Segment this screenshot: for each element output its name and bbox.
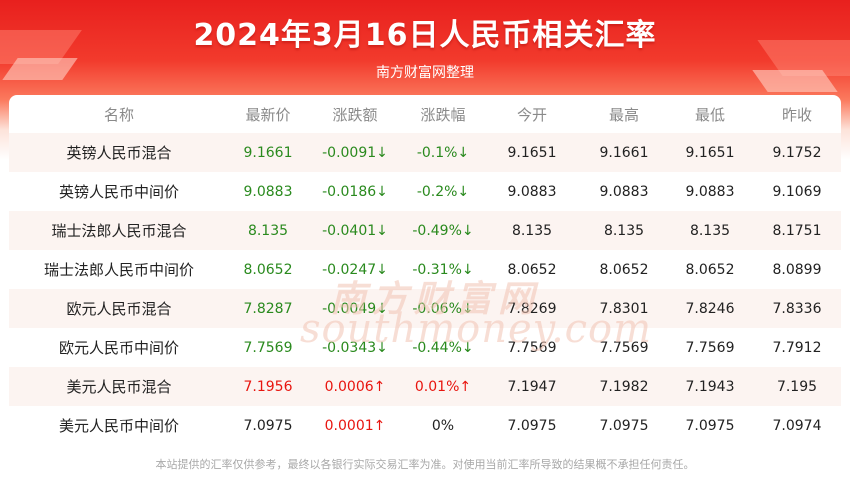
cell-prev-close: 9.1752	[772, 144, 822, 161]
column-header-change: 涨跌额	[332, 105, 378, 124]
cell-low: 8.135	[689, 222, 731, 239]
cell-latest: 7.0975	[243, 417, 293, 434]
cell-change-pct: -0.31%↓	[412, 261, 474, 278]
table-row: 美元人民币中间价 7.0975 0.0001↑ 0% 7.0975 7.0975…	[9, 406, 841, 445]
cell-name: 英镑人民币中间价	[58, 183, 179, 201]
column-header-latest: 最新价	[245, 105, 291, 124]
table-row: 瑞士法郎人民币中间价 8.0652 -0.0247↓ -0.31%↓ 8.065…	[9, 250, 841, 289]
cell-high: 9.0883	[599, 183, 649, 200]
cell-open: 7.1947	[507, 378, 557, 395]
table-header: 名称 最新价 涨跌额 涨跌幅 今开 最高 最低 昨收	[9, 95, 841, 133]
cell-low: 7.1943	[685, 378, 735, 395]
cell-change: -0.0247↓	[322, 261, 388, 278]
cell-high: 9.1661	[599, 144, 649, 161]
page-subtitle: 南方财富网整理	[376, 65, 474, 81]
cell-low: 9.0883	[685, 183, 735, 200]
cell-latest: 7.7569	[243, 339, 293, 356]
cell-change-pct: -0.44%↓	[412, 339, 474, 356]
cell-latest: 8.135	[247, 222, 289, 239]
cell-latest: 9.1661	[243, 144, 293, 161]
cell-name: 美元人民币中间价	[58, 417, 179, 435]
table-row: 欧元人民币混合 7.8287 -0.0049↓ -0.06%↓ 7.8269 7…	[9, 289, 841, 328]
cell-change: -0.0091↓	[322, 144, 388, 161]
cell-high: 8.135	[603, 222, 645, 239]
cell-change: 0.0001↑	[324, 417, 386, 434]
cell-change-pct: -0.49%↓	[412, 222, 474, 239]
cell-prev-close: 7.8336	[772, 300, 822, 317]
cell-low: 7.0975	[685, 417, 735, 434]
cell-open: 7.7569	[507, 339, 557, 356]
cell-name: 欧元人民币混合	[66, 300, 172, 318]
table-row: 欧元人民币中间价 7.7569 -0.0343↓ -0.44%↓ 7.7569 …	[9, 328, 841, 367]
cell-prev-close: 8.1751	[772, 222, 822, 239]
column-header-open: 今开	[516, 105, 547, 124]
column-header-change-pct: 涨跌幅	[420, 105, 466, 124]
cell-open: 8.135	[511, 222, 553, 239]
cell-latest: 7.1956	[243, 378, 293, 395]
table-row: 瑞士法郎人民币混合 8.135 -0.0401↓ -0.49%↓ 8.135 8…	[9, 211, 841, 250]
cell-name: 瑞士法郎人民币中间价	[43, 261, 194, 279]
cell-name: 美元人民币混合	[66, 378, 172, 396]
cell-low: 7.8246	[685, 300, 735, 317]
cell-open: 7.0975	[507, 417, 557, 434]
cell-high: 7.8301	[599, 300, 649, 317]
cell-low: 9.1651	[685, 144, 735, 161]
column-header-name: 名称	[103, 105, 134, 124]
cell-prev-close: 7.0974	[772, 417, 822, 434]
cell-prev-close: 9.1069	[772, 183, 822, 200]
cell-change-pct: 0%	[431, 417, 455, 434]
cell-open: 9.0883	[507, 183, 557, 200]
cell-name: 英镑人民币混合	[66, 144, 172, 162]
cell-change-pct: -0.06%↓	[412, 300, 474, 317]
cell-high: 7.0975	[599, 417, 649, 434]
column-header-prev-close: 昨收	[781, 105, 812, 124]
cell-open: 7.8269	[507, 300, 557, 317]
page-title: 2024年3月16日人民币相关汇率	[193, 18, 657, 53]
cell-prev-close: 7.195	[776, 378, 818, 395]
cell-high: 7.7569	[599, 339, 649, 356]
table-row: 英镑人民币混合 9.1661 -0.0091↓ -0.1%↓ 9.1651 9.…	[9, 133, 841, 172]
cell-prev-close: 7.7912	[772, 339, 822, 356]
cell-latest: 8.0652	[243, 261, 293, 278]
table-row: 英镑人民币中间价 9.0883 -0.0186↓ -0.2%↓ 9.0883 9…	[9, 172, 841, 211]
cell-name: 欧元人民币中间价	[58, 339, 179, 357]
cell-latest: 9.0883	[243, 183, 293, 200]
cell-high: 7.1982	[599, 378, 649, 395]
cell-change-pct: -0.2%↓	[416, 183, 470, 200]
cell-prev-close: 8.0899	[772, 261, 822, 278]
table-row: 美元人民币混合 7.1956 0.0006↑ 0.01%↑ 7.1947 7.1…	[9, 367, 841, 406]
cell-open: 9.1651	[507, 144, 557, 161]
cell-low: 8.0652	[685, 261, 735, 278]
cell-latest: 7.8287	[243, 300, 293, 317]
cell-name: 瑞士法郎人民币混合	[51, 222, 187, 240]
cell-change: -0.0401↓	[322, 222, 388, 239]
cell-change: -0.0186↓	[322, 183, 388, 200]
cell-change: 0.0006↑	[324, 378, 386, 395]
cell-change: -0.0343↓	[322, 339, 388, 356]
cell-change-pct: 0.01%↑	[414, 378, 472, 395]
column-header-high: 最高	[608, 105, 639, 124]
cell-change-pct: -0.1%↓	[416, 144, 470, 161]
cell-open: 8.0652	[507, 261, 557, 278]
cell-low: 7.7569	[685, 339, 735, 356]
rates-table: 名称 最新价 涨跌额 涨跌幅 今开 最高 最低 昨收 英镑人民币混合 9.166…	[9, 95, 841, 445]
cell-high: 8.0652	[599, 261, 649, 278]
column-header-low: 最低	[694, 105, 725, 124]
cell-change: -0.0049↓	[322, 300, 388, 317]
disclaimer-footer: 本站提供的汇率仅供参考，最终以各银行实际交易汇率为准。对使用当前汇率所导致的结果…	[155, 458, 695, 471]
